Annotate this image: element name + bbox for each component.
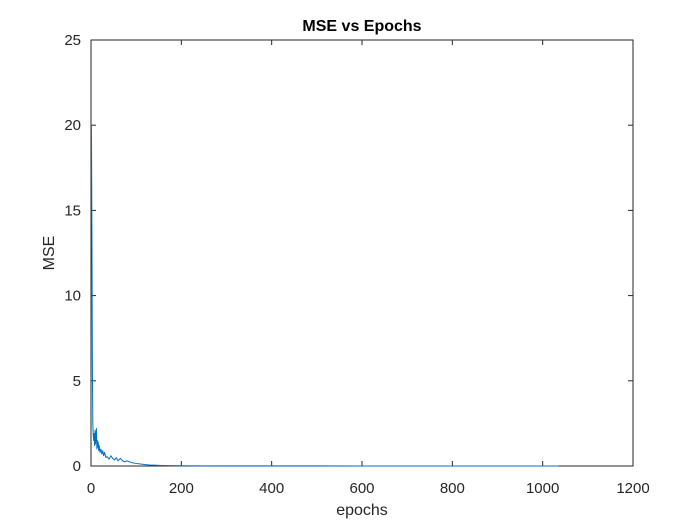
- y-axis-label: MSE: [41, 236, 58, 271]
- series-group: [90, 125, 559, 467]
- y-tick-label: 15: [64, 202, 81, 219]
- x-axis-label: epochs: [336, 502, 388, 519]
- y-tick-label: 0: [73, 458, 81, 475]
- x-tick-label: 0: [87, 480, 95, 497]
- chart-title: MSE vs Epochs: [302, 18, 421, 35]
- y-tick-label: 25: [64, 32, 81, 49]
- axis-ticks: [90, 39, 634, 467]
- x-tick-label: 200: [169, 480, 194, 497]
- tick-labels: 0 200 400 600 800 1000 1200 0 5 10 15 20 25: [64, 32, 649, 497]
- x-tick-label: 1200: [616, 480, 649, 497]
- series-line: [90, 125, 559, 467]
- y-tick-label: 5: [73, 373, 81, 390]
- x-tick-label: 1000: [526, 480, 559, 497]
- y-tick-label: 10: [64, 288, 81, 305]
- plot-area: [90, 39, 634, 467]
- x-tick-label: 400: [259, 480, 284, 497]
- y-tick-label: 20: [64, 117, 81, 134]
- x-tick-label: 800: [440, 480, 465, 497]
- x-tick-label: 600: [349, 480, 374, 497]
